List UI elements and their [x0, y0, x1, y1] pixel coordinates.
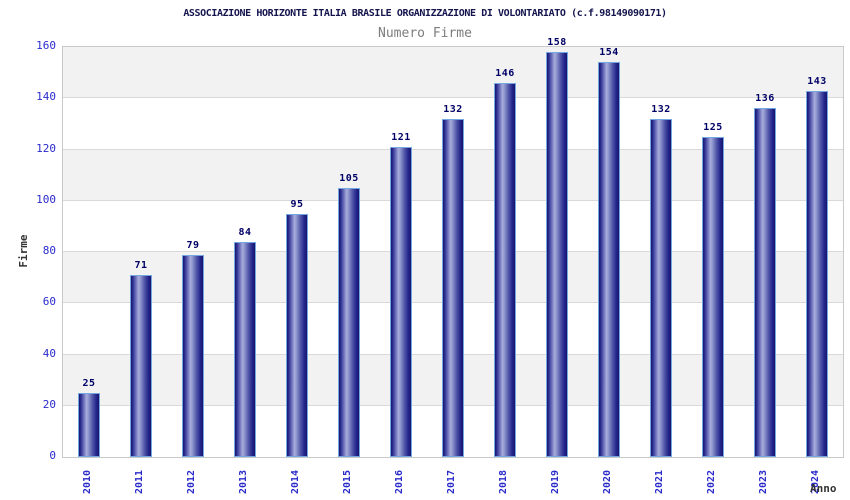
- x-tick-label: 2016: [394, 469, 405, 495]
- y-tick-label: 0: [49, 449, 56, 462]
- chart-subtitle: Numero Firme: [378, 26, 472, 41]
- y-tick-label: 60: [42, 295, 56, 309]
- y-tick-label: 160: [36, 39, 56, 52]
- y-tick-label: 120: [36, 141, 56, 155]
- bar-value-label: 158: [547, 37, 567, 48]
- gridline: [63, 97, 843, 99]
- x-tick-label: 2010: [82, 469, 93, 495]
- bar-value-label: 136: [755, 93, 775, 104]
- bar-2011: [130, 275, 152, 457]
- chart-title: ASSOCIAZIONE HORIZONTE ITALIA BRASILE OR…: [183, 8, 667, 19]
- bar-2020: [598, 62, 620, 457]
- bar-2019: [546, 52, 568, 457]
- x-tick-label: 2021: [654, 469, 665, 495]
- y-tick-label: 140: [36, 90, 56, 104]
- x-tick-label: 2012: [186, 469, 197, 495]
- x-tick-label: 2015: [342, 469, 353, 495]
- bar-value-label: 132: [443, 104, 463, 115]
- y-tick-label: 40: [42, 346, 56, 360]
- bar-value-label: 95: [290, 199, 304, 210]
- bar-2013: [234, 242, 256, 457]
- bar-value-label: 79: [186, 240, 200, 251]
- x-tick-label: 2013: [238, 469, 249, 495]
- bar-value-label: 125: [703, 122, 723, 133]
- x-tick-label: 2014: [290, 469, 301, 495]
- y-tick-label: 80: [42, 244, 56, 257]
- bar-value-label: 105: [339, 173, 359, 184]
- bar-2016: [390, 147, 412, 457]
- bar-value-label: 154: [599, 47, 619, 58]
- bar-value-label: 132: [651, 104, 671, 115]
- x-tick-label: 2022: [706, 469, 717, 495]
- bar-value-label: 84: [238, 227, 252, 238]
- bar-value-label: 143: [807, 76, 827, 87]
- bar-2015: [338, 188, 360, 457]
- bar-value-label: 71: [134, 260, 148, 271]
- bar-2010: [78, 393, 100, 457]
- y-tick-label: 100: [36, 192, 56, 206]
- x-axis-title: Anno: [810, 482, 837, 495]
- plot-area: 25 71 79 84 95 105 121 132 146 158 154 132 125 136 143: [62, 37, 844, 458]
- y-tick-label: 20: [42, 397, 56, 411]
- bar-2024: [806, 91, 828, 457]
- bar-value-label: 25: [82, 378, 96, 389]
- x-tick-label: 2017: [446, 469, 457, 495]
- bar-2023: [754, 108, 776, 457]
- x-tick-label: 2023: [758, 469, 769, 495]
- bar-2017: [442, 119, 464, 457]
- bar-value-label: 121: [391, 132, 411, 143]
- x-tick-label: 2011: [134, 469, 145, 495]
- x-tick-label: 2020: [602, 469, 613, 495]
- bar-2012: [182, 255, 204, 457]
- x-tick-label: 2019: [550, 469, 561, 495]
- bar-2021: [650, 119, 672, 457]
- bar-2014: [286, 214, 308, 457]
- x-tick-label: 2018: [498, 469, 509, 495]
- bar-value-label: 146: [495, 68, 515, 79]
- bar-2018: [494, 83, 516, 457]
- bar-2022: [702, 137, 724, 457]
- background-band: [63, 47, 843, 99]
